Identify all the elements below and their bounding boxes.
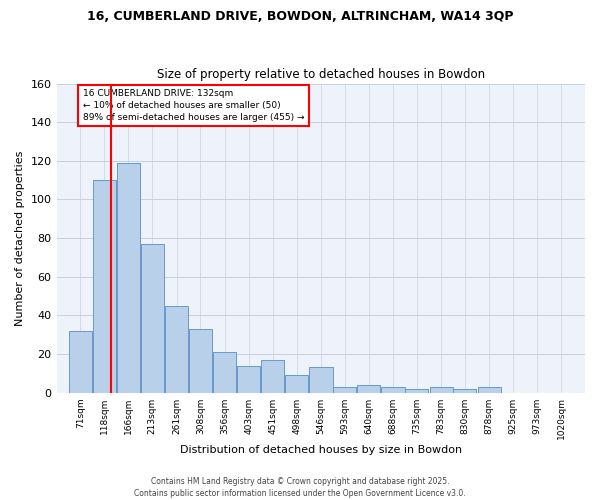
Bar [285, 375, 308, 392]
Bar [310, 368, 332, 392]
Bar [237, 366, 260, 392]
Bar [478, 387, 501, 392]
Text: 16, CUMBERLAND DRIVE, BOWDON, ALTRINCHAM, WA14 3QP: 16, CUMBERLAND DRIVE, BOWDON, ALTRINCHAM… [87, 10, 513, 23]
Bar [357, 385, 380, 392]
Bar [213, 352, 236, 393]
Y-axis label: Number of detached properties: Number of detached properties [15, 150, 25, 326]
Bar [141, 244, 164, 392]
Bar [165, 306, 188, 392]
Text: Contains HM Land Registry data © Crown copyright and database right 2025.
Contai: Contains HM Land Registry data © Crown c… [134, 476, 466, 498]
Bar [454, 388, 476, 392]
Bar [333, 387, 356, 392]
Bar [262, 360, 284, 392]
Bar [69, 331, 92, 392]
X-axis label: Distribution of detached houses by size in Bowdon: Distribution of detached houses by size … [180, 445, 462, 455]
Bar [430, 387, 452, 392]
Bar [405, 388, 428, 392]
Bar [117, 162, 140, 392]
Bar [92, 180, 116, 392]
Bar [189, 329, 212, 392]
Text: 16 CUMBERLAND DRIVE: 132sqm
← 10% of detached houses are smaller (50)
89% of sem: 16 CUMBERLAND DRIVE: 132sqm ← 10% of det… [83, 90, 304, 122]
Bar [382, 387, 404, 392]
Title: Size of property relative to detached houses in Bowdon: Size of property relative to detached ho… [157, 68, 485, 81]
